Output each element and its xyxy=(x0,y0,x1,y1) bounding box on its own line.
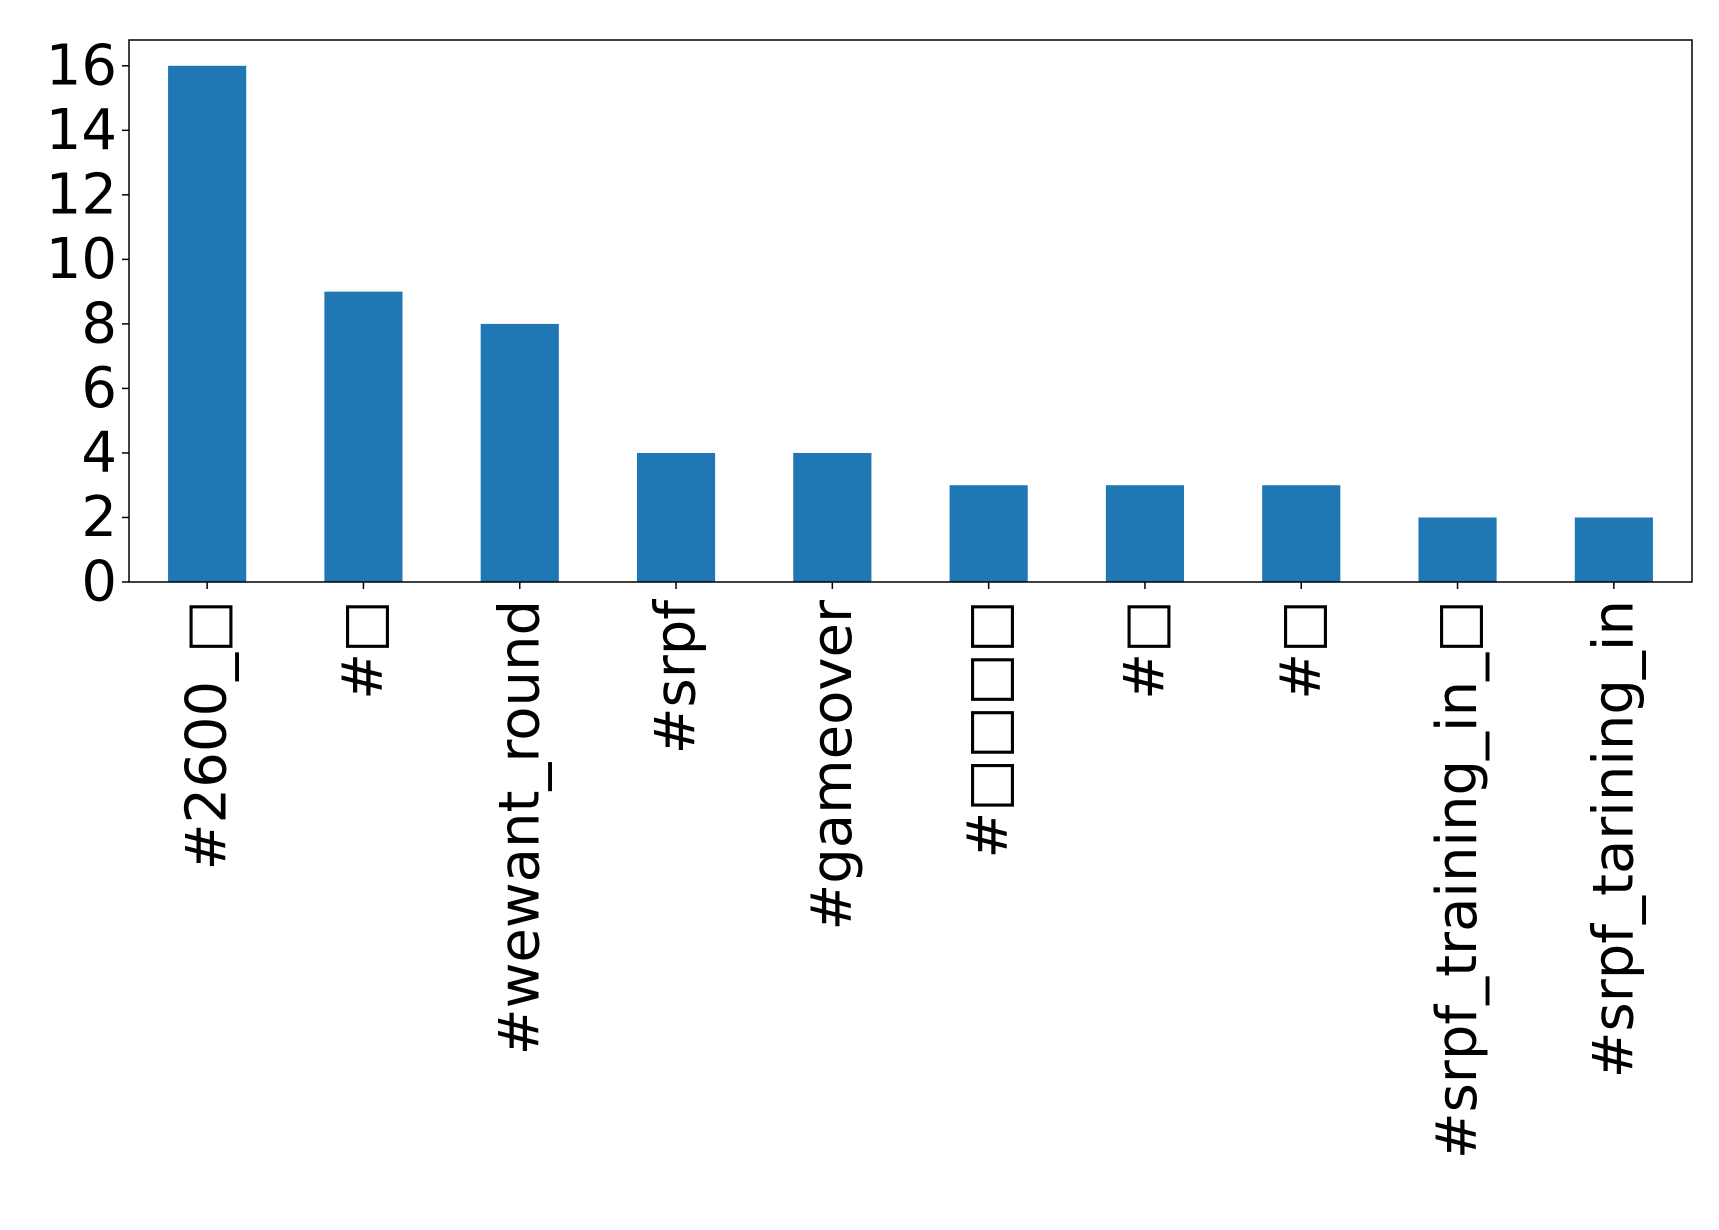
y-tick-label: 12 xyxy=(46,162,117,227)
bar xyxy=(1262,485,1341,582)
bars-group xyxy=(168,65,1653,583)
x-tick-label: #srpf_training_in_□ xyxy=(1425,600,1490,1159)
plot-area-frame xyxy=(128,39,1693,583)
bar xyxy=(168,65,247,583)
bar xyxy=(949,485,1028,582)
y-tick-label: 2 xyxy=(81,485,117,550)
x-tick-label: #□ xyxy=(1269,600,1334,700)
y-tick-label: 0 xyxy=(81,550,117,615)
x-tick-label: #gameover xyxy=(800,599,865,931)
x-tick-label: #wewant_round xyxy=(487,600,552,1055)
x-tick-label: #□ xyxy=(331,600,396,700)
x-tick-label: #srpf xyxy=(644,599,709,755)
y-tick-label: 6 xyxy=(81,356,117,421)
bar xyxy=(480,323,559,582)
y-tick-label: 4 xyxy=(81,420,117,485)
x-axis: #2600_□ #□ #wewant_round #srpf #gameover #□□□… xyxy=(175,582,1646,1159)
bar xyxy=(324,291,403,582)
x-tick-label: #srpf_tarining_in xyxy=(1581,600,1646,1078)
x-tick-label: #2600_□ xyxy=(175,600,240,870)
bar xyxy=(1105,485,1185,582)
bar xyxy=(1574,517,1653,582)
y-tick-label: 16 xyxy=(46,33,117,98)
bar xyxy=(636,452,716,582)
y-tick-label: 14 xyxy=(46,98,117,163)
y-tick-label: 8 xyxy=(81,291,117,356)
x-tick-label: #□ xyxy=(1112,600,1177,700)
bar xyxy=(1418,517,1497,582)
bar xyxy=(793,452,872,582)
y-tick-label: 10 xyxy=(46,227,117,292)
x-tick-label: #□□□□ xyxy=(956,600,1021,859)
